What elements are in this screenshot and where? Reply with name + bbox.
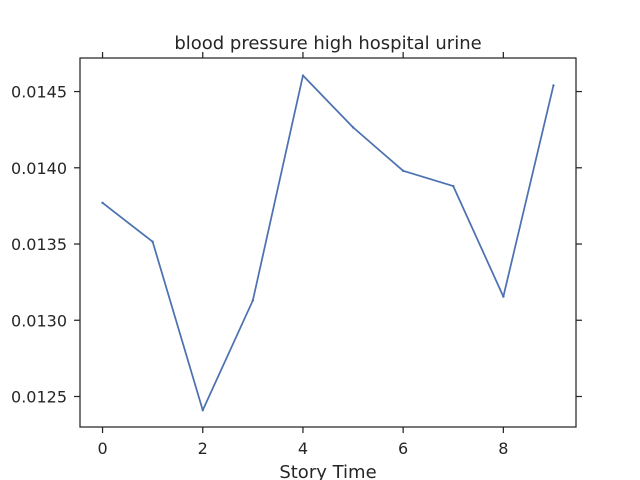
x-tick-label: 2 (198, 439, 208, 458)
x-tick-label: 4 (298, 439, 308, 458)
data-point (401, 169, 405, 173)
series-group (101, 74, 555, 412)
data-point (452, 184, 455, 188)
x-axis-label: Story Time (279, 462, 376, 480)
y-tick-label: 0.0135 (11, 235, 67, 254)
data-point (301, 74, 305, 77)
data-point (101, 201, 104, 205)
x-ticks-bottom: 0 2 4 6 8 (97, 427, 508, 458)
y-tick-label: 0.0130 (11, 311, 67, 330)
y-tick-label: 0.0140 (11, 159, 67, 178)
x-tick-label: 6 (398, 439, 408, 458)
data-point (552, 84, 555, 87)
data-point (201, 409, 204, 412)
series-line (102, 74, 555, 412)
y-tick-label: 0.0125 (11, 388, 67, 407)
y-ticks-right (576, 90, 582, 398)
y-tick-label: 0.0145 (11, 83, 67, 102)
data-point (151, 240, 154, 243)
x-ticks-top (101, 52, 504, 58)
x-tick-label: 0 (97, 439, 107, 458)
data-point (351, 126, 355, 129)
y-ticks-left: 0.0125 0.0130 0.0135 0.0140 0.0145 (11, 83, 80, 407)
data-point (502, 295, 505, 298)
chart-title: blood pressure high hospital urine (174, 33, 481, 54)
plot-frame (79, 57, 577, 428)
data-point (251, 299, 255, 302)
x-tick-label: 8 (498, 439, 508, 458)
